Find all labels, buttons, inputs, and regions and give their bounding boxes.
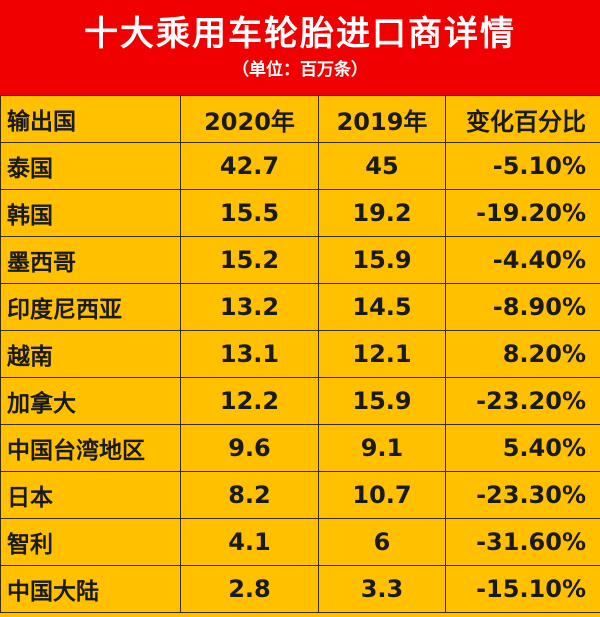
cell: 8.20% <box>445 330 600 378</box>
row: 日本 8.2 10.7 -23.30% <box>0 471 600 519</box>
row: 泰国 42.7 45 -5.10% <box>0 142 600 190</box>
cell: 8.2 <box>180 471 319 519</box>
cell: -8.90% <box>445 283 600 331</box>
cell: 4.1 <box>180 518 319 566</box>
header: 十大乘用车轮胎进口商详情 （单位：百万条） <box>0 0 600 95</box>
row: 韩国 15.5 19.2 -19.20% <box>0 189 600 237</box>
cell: 6 <box>318 518 446 566</box>
header-row: 输出国 2020年 2019年 变化百分比 <box>0 95 600 143</box>
cell: 45 <box>318 142 446 190</box>
cell: 韩国 <box>0 189 181 237</box>
cell: -5.10% <box>445 142 600 190</box>
cell: 19.2 <box>318 189 446 237</box>
row: 加拿大 12.2 15.9 -23.20% <box>0 377 600 425</box>
table-body: 输出国 2020年 2019年 变化百分比 泰国 42.7 45 -5.10% 韩国 15.5 19… <box>0 95 600 613</box>
cell: 中国大陆 <box>0 565 181 613</box>
cell: -4.40% <box>445 236 600 284</box>
cell: 13.1 <box>180 330 319 378</box>
title: 十大乘用车轮胎进口商详情 <box>84 14 516 54</box>
cell: -31.60% <box>445 518 600 566</box>
column-header: 2019年 <box>318 95 446 143</box>
cell: 印度尼西亚 <box>0 283 181 331</box>
row: 中国台湾地区 9.6 9.1 5.40% <box>0 424 600 472</box>
cell: 42.7 <box>180 142 319 190</box>
cell: 10.7 <box>318 471 446 519</box>
cell: 3.3 <box>318 565 446 613</box>
cell: -23.30% <box>445 471 600 519</box>
cell: 泰国 <box>0 142 181 190</box>
cell: 15.9 <box>318 236 446 284</box>
cell: 15.5 <box>180 189 319 237</box>
row: 智利 4.1 6 -31.60% <box>0 518 600 566</box>
cell: 越南 <box>0 330 181 378</box>
cell: 9.1 <box>318 424 446 472</box>
cell: 5.40% <box>445 424 600 472</box>
cell: 12.1 <box>318 330 446 378</box>
cell: 15.2 <box>180 236 319 284</box>
cell: -15.10% <box>445 565 600 613</box>
column-header: 2020年 <box>180 95 319 143</box>
column-header: 变化百分比 <box>445 95 600 143</box>
row: 越南 13.1 12.1 8.20% <box>0 330 600 378</box>
cell: 13.2 <box>180 283 319 331</box>
cell: -19.20% <box>445 189 600 237</box>
cell: 加拿大 <box>0 377 181 425</box>
cell: 9.6 <box>180 424 319 472</box>
cell: 中国台湾地区 <box>0 424 181 472</box>
column-header: 输出国 <box>0 95 181 143</box>
cell: 15.9 <box>318 377 446 425</box>
subtitle: （单位：百万条） <box>232 60 368 80</box>
cell: 2.8 <box>180 565 319 613</box>
cell: 12.2 <box>180 377 319 425</box>
cell: 14.5 <box>318 283 446 331</box>
data-table: 输出国 2020年 2019年 变化百分比 泰国 42.7 45 -5.10% 韩国 15.5 19… <box>0 95 600 613</box>
row: 中国大陆 2.8 3.3 -15.10% <box>0 565 600 613</box>
cell: -23.20% <box>445 377 600 425</box>
cell: 智利 <box>0 518 181 566</box>
cell: 墨西哥 <box>0 236 181 284</box>
row: 印度尼西亚 13.2 14.5 -8.90% <box>0 283 600 331</box>
cell: 日本 <box>0 471 181 519</box>
row: 墨西哥 15.2 15.9 -4.40% <box>0 236 600 284</box>
